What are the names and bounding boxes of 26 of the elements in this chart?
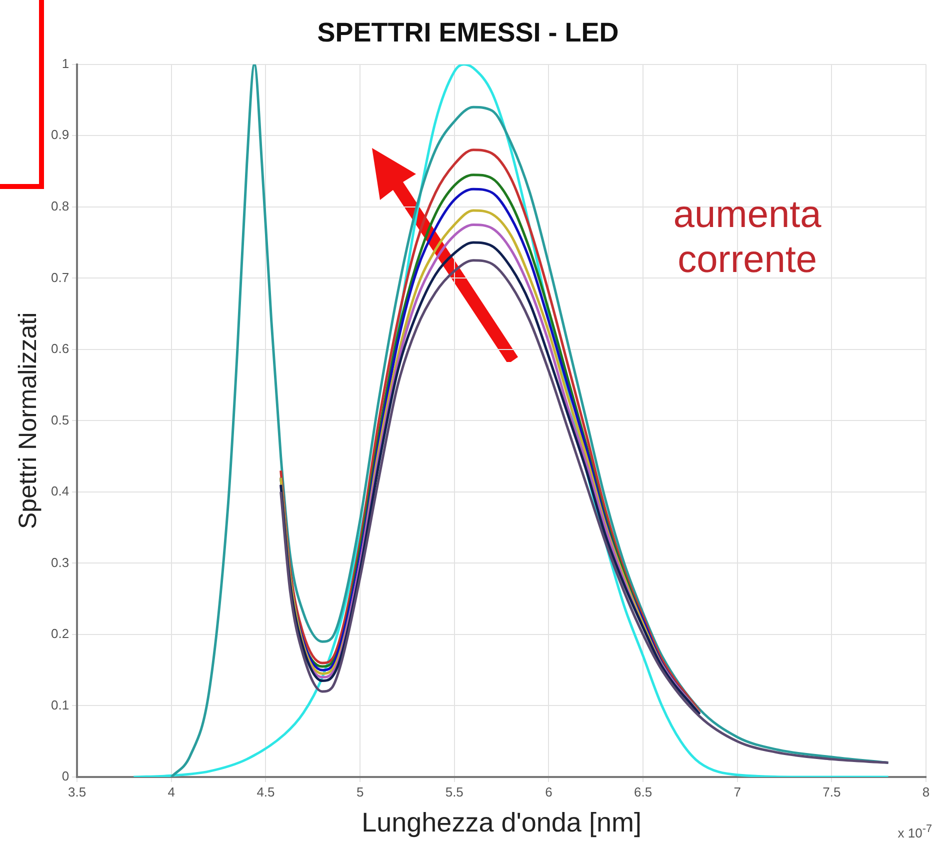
x-tick-label: 4 [168, 784, 176, 800]
y-tick-label: 0.6 [50, 341, 70, 356]
y-axis-title: Spettri Normalizzati [14, 312, 42, 530]
y-tick-label: 0.1 [50, 697, 70, 712]
x-tick-label: 6.5 [634, 784, 652, 800]
y-tick-label: 0.7 [50, 270, 70, 285]
y-tick-label: 0.5 [50, 412, 70, 428]
x-tick-label: 6 [545, 784, 552, 800]
x-tick-label: 7 [734, 784, 741, 800]
y-tick-label: 0.3 [50, 554, 70, 570]
chart-title: SPETTRI EMESSI - LED [317, 18, 619, 48]
y-tick-label: 0.4 [50, 484, 70, 499]
x-axis-title: Lunghezza d'onda [nm] [362, 807, 642, 838]
x-tick-label: 8 [922, 784, 930, 800]
y-tick-label: 0.9 [50, 127, 70, 142]
annotation: aumenta corrente [672, 192, 822, 284]
y-tick-label: 1 [62, 56, 70, 71]
x-tick-label: 5.5 [445, 784, 464, 800]
x-tick-label: 5 [356, 784, 364, 800]
text: x 10$^{-7}$ [898, 823, 932, 840]
x-tick-label: 7.5 [822, 784, 841, 800]
x-tick-label: 4.5 [256, 784, 275, 800]
x-tick-label: 3.5 [68, 784, 86, 800]
y-tick-label: 0.2 [50, 626, 70, 642]
y-tick-label: 0 [62, 768, 70, 784]
y-tick-label: 0.8 [50, 198, 70, 214]
